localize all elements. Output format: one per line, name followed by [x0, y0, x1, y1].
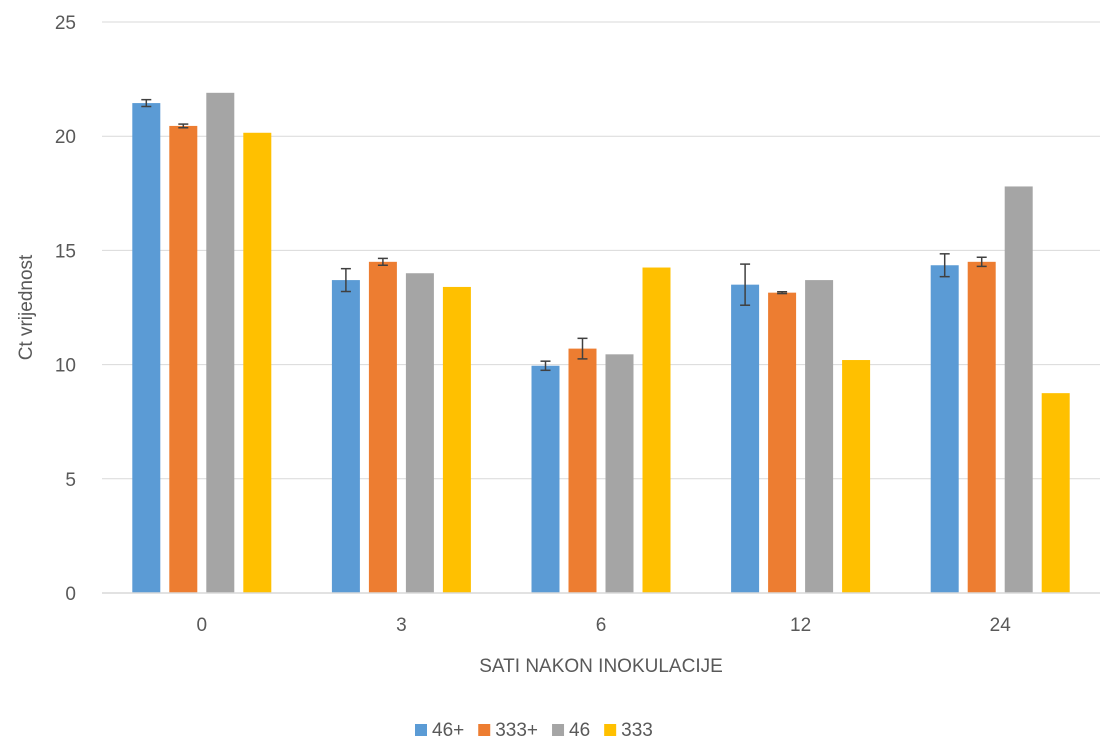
- x-tick-label: 3: [396, 615, 407, 636]
- bar: [842, 360, 871, 593]
- x-axis-ticks: 0 3 6 12 24: [197, 615, 1012, 636]
- error-bars: [141, 98, 987, 372]
- bar: [405, 273, 434, 593]
- legend-swatch: [415, 724, 427, 736]
- legend-label: 333+: [495, 720, 538, 741]
- bar: [243, 132, 272, 594]
- bar: [331, 280, 360, 593]
- y-tick-label: 25: [55, 13, 76, 34]
- bar: [805, 280, 834, 593]
- y-tick-label: 5: [65, 470, 76, 491]
- bar: [967, 261, 996, 593]
- bar: [368, 261, 397, 593]
- y-tick-label: 20: [55, 127, 76, 148]
- bar: [930, 265, 959, 593]
- bar: [442, 286, 471, 593]
- bar: [605, 354, 634, 593]
- x-axis-title: SATI NAKON INOKULACIJE: [479, 656, 723, 677]
- x-tick-label: 0: [197, 615, 208, 636]
- legend-label: 333: [621, 720, 653, 741]
- bar: [568, 348, 597, 593]
- bar: [206, 92, 235, 593]
- x-tick-label: 6: [596, 615, 607, 636]
- legend-swatch: [478, 724, 491, 736]
- y-axis-title: Ct vrijednost: [16, 254, 37, 360]
- bar: [1004, 186, 1033, 593]
- legend-swatch: [604, 724, 617, 736]
- bar: [1041, 393, 1070, 593]
- y-tick-label: 10: [55, 356, 76, 377]
- bar: [642, 267, 671, 593]
- bar: [531, 365, 560, 593]
- bar: [731, 284, 760, 593]
- x-tick-label: 12: [790, 615, 811, 636]
- y-tick-label: 0: [65, 584, 76, 605]
- y-tick-label: 15: [55, 241, 76, 262]
- legend: 46+ 333+ 46 333: [415, 720, 653, 741]
- legend-swatch: [552, 724, 565, 736]
- bars: [132, 92, 1070, 594]
- bar: [132, 103, 161, 593]
- legend-label: 46: [569, 720, 590, 741]
- y-axis-ticks: 0 5 10 15 20 25: [55, 13, 76, 605]
- bar: [768, 292, 797, 593]
- legend-label: 46+: [432, 720, 464, 741]
- x-tick-label: 24: [990, 615, 1012, 636]
- bar: [169, 125, 198, 593]
